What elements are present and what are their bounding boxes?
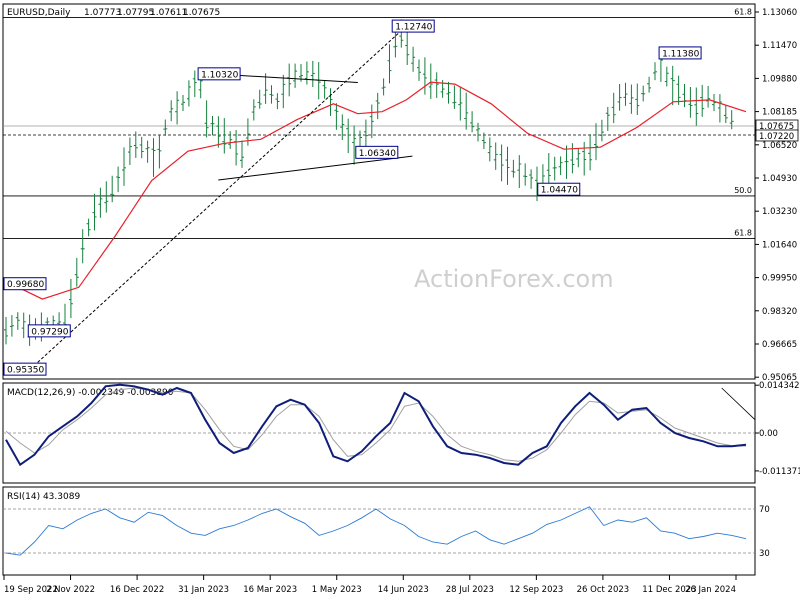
price-tick-label: 1.04930 <box>762 174 797 184</box>
price-label-box <box>197 67 241 81</box>
macd-tick-label: 0.00 <box>759 429 778 439</box>
price-panel: EURUSD,Daily 1.07773 1.07795 1.07611 1.0… <box>2 3 799 383</box>
price-tick-label: 1.13060 <box>762 8 797 18</box>
time-tick-label: 16 Mar 2023 <box>243 585 297 595</box>
price-label-box <box>3 277 47 291</box>
price-bars <box>4 19 734 346</box>
price-label-box <box>27 324 71 338</box>
symbol-label: EURUSD,Daily <box>7 8 71 18</box>
time-tick-label: 26 Oct 2023 <box>577 585 630 595</box>
macd-line <box>5 383 747 467</box>
fibonacci-lines: 61.8 50.0 61.8 <box>3 7 755 239</box>
price-label-box <box>391 19 435 33</box>
price-labels: 1.12740 1.10320 1.06340 1.04470 1.11380 0.972… <box>3 19 702 376</box>
price-tick-label: 1.06520 <box>762 141 797 151</box>
time-tick-label: 19 Sep 2022 <box>4 585 58 595</box>
dashed-level-marker <box>755 129 799 142</box>
price-tick-label: 0.96665 <box>762 340 797 350</box>
price-tick-label: 1.08185 <box>762 108 797 118</box>
price-label-box <box>658 46 702 60</box>
dashed-level-text: 1.07220 <box>759 132 794 142</box>
price-label-text: 1.10320 <box>201 70 238 80</box>
time-tick-label: 1 May 2023 <box>312 585 362 595</box>
trendline <box>218 155 413 181</box>
price-tick-label: 0.99950 <box>762 274 797 284</box>
price-tick-label: 1.01640 <box>762 240 797 250</box>
price-label-text: 1.11380 <box>662 49 699 59</box>
price-label-box <box>3 362 47 376</box>
macd-tick-label: -0.011371 <box>759 467 800 477</box>
sma-line <box>5 81 747 300</box>
rsi-line <box>5 506 747 556</box>
ohlc-open: 1.07773 <box>84 8 121 18</box>
rsi-lines <box>5 506 747 556</box>
price-label-text: 1.04470 <box>541 186 578 196</box>
macd-tick-label: 0.014342 <box>759 381 800 391</box>
time-tick-label: 28 Jul 2023 <box>446 585 494 595</box>
signal-line <box>5 387 747 462</box>
watermark: ActionForex.com <box>414 265 614 293</box>
price-tick-label: 1.09880 <box>762 74 797 84</box>
time-tick-label: 11 Dec 2023 <box>642 585 696 595</box>
rsi-panel-frame <box>2 486 756 576</box>
price-label-text: 0.95350 <box>7 366 44 376</box>
time-tick-label: 26 Jan 2024 <box>685 585 736 595</box>
price-label-text: 0.97290 <box>31 327 68 337</box>
time-tick-label: 2 Nov 2022 <box>46 585 95 595</box>
price-tick-label: 0.95065 <box>762 373 797 383</box>
price-label-box <box>355 145 399 159</box>
rsi-label: RSI(14) 43.3089 <box>7 492 80 502</box>
rsi-axis: 70 30 <box>3 505 770 559</box>
rsi-panel: RSI(14) 43.3089 70 30 <box>2 486 770 576</box>
price-tick-label: 1.03230 <box>762 207 797 217</box>
price-tick-label: 1.11470 <box>762 41 797 51</box>
rsi-level-label: 70 <box>759 505 770 515</box>
fib-label: 50.0 <box>734 186 752 195</box>
macd-trendline <box>721 387 756 420</box>
price-panel-frame <box>2 3 756 380</box>
sma-path <box>5 81 747 300</box>
fib-label: 61.8 <box>734 229 752 238</box>
price-axis: 1.13060 1.11470 1.09880 1.08185 1.06520 1.049… <box>755 8 797 383</box>
last-price-text: 1.07675 <box>759 122 794 132</box>
time-tick-label: 16 Dec 2022 <box>110 585 164 595</box>
time-tick-label: 14 Jun 2023 <box>378 585 429 595</box>
ohlc-low: 1.07611 <box>150 8 187 18</box>
macd-lines <box>5 383 756 467</box>
rsi-level-label: 30 <box>759 549 770 559</box>
macd-panel: MACD(12,26,9) -0.002349 -0.003890 0.0143… <box>2 381 800 484</box>
price-label-text: 0.99680 <box>7 280 44 290</box>
ohlc-high: 1.07795 <box>117 8 154 18</box>
price-label-box <box>537 182 581 196</box>
price-label-text: 1.12740 <box>395 23 432 33</box>
fib-label: 61.8 <box>734 7 752 16</box>
price-tick-label: 0.98320 <box>762 307 797 317</box>
time-tick-label: 31 Jan 2023 <box>178 585 229 595</box>
price-label-text: 1.06340 <box>359 149 396 159</box>
ohlc-close: 1.07675 <box>183 8 220 18</box>
macd-label: MACD(12,26,9) -0.002349 -0.003890 <box>7 388 174 398</box>
time-tick-label: 12 Sep 2023 <box>509 585 563 595</box>
